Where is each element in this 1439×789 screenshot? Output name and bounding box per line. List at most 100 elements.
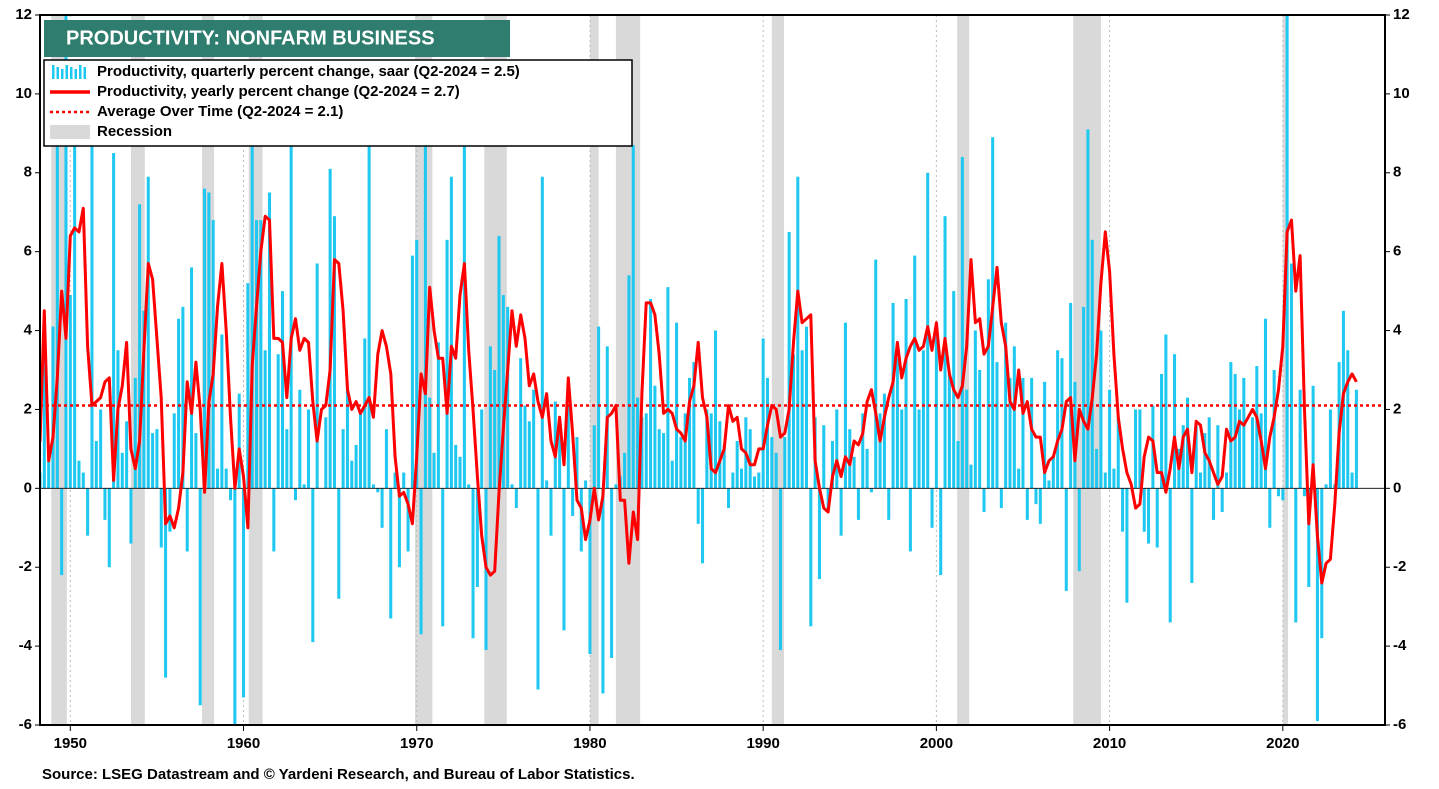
- bar: [363, 338, 367, 489]
- bar: [1077, 488, 1081, 572]
- x-tick-label: 1960: [227, 735, 260, 752]
- bar: [419, 488, 423, 635]
- bar: [142, 310, 146, 489]
- bar: [549, 488, 553, 536]
- bar: [1216, 425, 1220, 489]
- bar: [151, 433, 155, 489]
- bar: [73, 145, 77, 489]
- bar: [1229, 362, 1233, 489]
- bar: [562, 488, 566, 631]
- bar: [662, 433, 666, 489]
- bar: [965, 389, 969, 489]
- bar: [1207, 417, 1211, 489]
- y-tick-label: 12: [15, 6, 32, 23]
- bar: [432, 452, 436, 489]
- bar: [159, 488, 163, 548]
- legend-label: Recession: [97, 123, 172, 140]
- bar: [233, 488, 237, 725]
- bar: [1255, 366, 1259, 489]
- bar: [644, 413, 648, 489]
- bar: [878, 413, 882, 489]
- bar: [852, 456, 856, 489]
- bar: [934, 334, 938, 489]
- bar: [406, 488, 410, 552]
- bar: [1311, 385, 1315, 489]
- bar: [384, 429, 388, 489]
- bar: [376, 488, 380, 493]
- bar: [614, 484, 618, 489]
- bar: [1199, 472, 1203, 489]
- recession-band: [771, 15, 784, 725]
- bar: [904, 299, 908, 489]
- bar: [718, 421, 722, 489]
- bar: [861, 413, 865, 489]
- bar: [1008, 377, 1012, 489]
- bar: [796, 176, 800, 489]
- bar: [488, 346, 492, 489]
- bar: [81, 472, 85, 489]
- y-tick-label: -2: [19, 558, 32, 575]
- bar: [1354, 389, 1358, 489]
- bar: [575, 437, 579, 489]
- bar: [1103, 472, 1107, 489]
- bar: [592, 425, 596, 489]
- bar: [757, 472, 761, 489]
- bar: [94, 441, 98, 489]
- line: [40, 206, 1358, 585]
- recession-band: [589, 15, 599, 725]
- bar: [112, 153, 116, 489]
- bar: [1086, 129, 1090, 489]
- bar: [917, 409, 921, 489]
- bar: [263, 350, 267, 489]
- legend-label: Productivity, quarterly percent change, …: [97, 63, 520, 80]
- bar: [497, 235, 501, 489]
- bar: [882, 393, 886, 489]
- bar: [1190, 488, 1194, 583]
- bar: [584, 480, 588, 489]
- bar: [107, 488, 111, 568]
- bar: [146, 176, 150, 489]
- bar: [1021, 377, 1025, 489]
- bar: [220, 334, 224, 489]
- x-tick-label: 2010: [1093, 735, 1126, 752]
- bar: [380, 488, 384, 528]
- bar: [874, 259, 878, 489]
- recession-band: [1282, 15, 1289, 725]
- bar: [999, 488, 1003, 509]
- bar: [649, 299, 653, 489]
- y2-tick-label: 0: [1393, 479, 1401, 496]
- bar: [181, 306, 185, 489]
- bar: [358, 409, 362, 489]
- bar: [298, 389, 302, 489]
- bar: [1276, 488, 1280, 497]
- bar: [566, 405, 570, 489]
- bar: [1263, 318, 1267, 489]
- bar: [887, 488, 891, 520]
- bar: [341, 429, 345, 489]
- bar: [501, 295, 505, 489]
- bar: [393, 472, 397, 489]
- bar: [90, 145, 94, 489]
- y2-tick-label: -4: [1393, 637, 1407, 654]
- legend-swatch: [79, 65, 82, 79]
- bar: [956, 441, 960, 489]
- bar: [42, 326, 46, 489]
- bar: [597, 326, 601, 489]
- bar: [120, 452, 124, 489]
- bar: [60, 488, 64, 576]
- x-tick-label: 2020: [1266, 735, 1299, 752]
- y-tick-label: 0: [24, 479, 32, 496]
- bar: [701, 488, 705, 564]
- bar: [1173, 354, 1177, 489]
- legend-label: Average Over Time (Q2-2024 = 2.1): [97, 103, 343, 120]
- x-tick-label: 1950: [54, 735, 87, 752]
- bar: [315, 263, 319, 489]
- bar: [190, 267, 194, 489]
- bar: [1142, 488, 1146, 532]
- bar: [1099, 330, 1103, 489]
- bar: [103, 488, 107, 520]
- bar: [1164, 334, 1168, 489]
- bar: [203, 188, 207, 489]
- bar: [475, 488, 479, 587]
- bar: [99, 409, 103, 489]
